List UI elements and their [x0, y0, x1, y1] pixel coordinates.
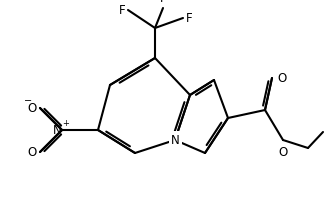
Text: −: −	[24, 96, 32, 106]
Text: N: N	[171, 133, 179, 146]
Text: F: F	[118, 3, 125, 17]
Text: +: +	[62, 119, 70, 128]
Text: O: O	[277, 72, 286, 85]
Text: N: N	[53, 124, 62, 136]
Text: O: O	[28, 145, 37, 158]
Text: F: F	[186, 12, 193, 24]
Text: F: F	[160, 0, 166, 5]
Text: O: O	[28, 102, 37, 114]
Text: O: O	[278, 146, 288, 159]
